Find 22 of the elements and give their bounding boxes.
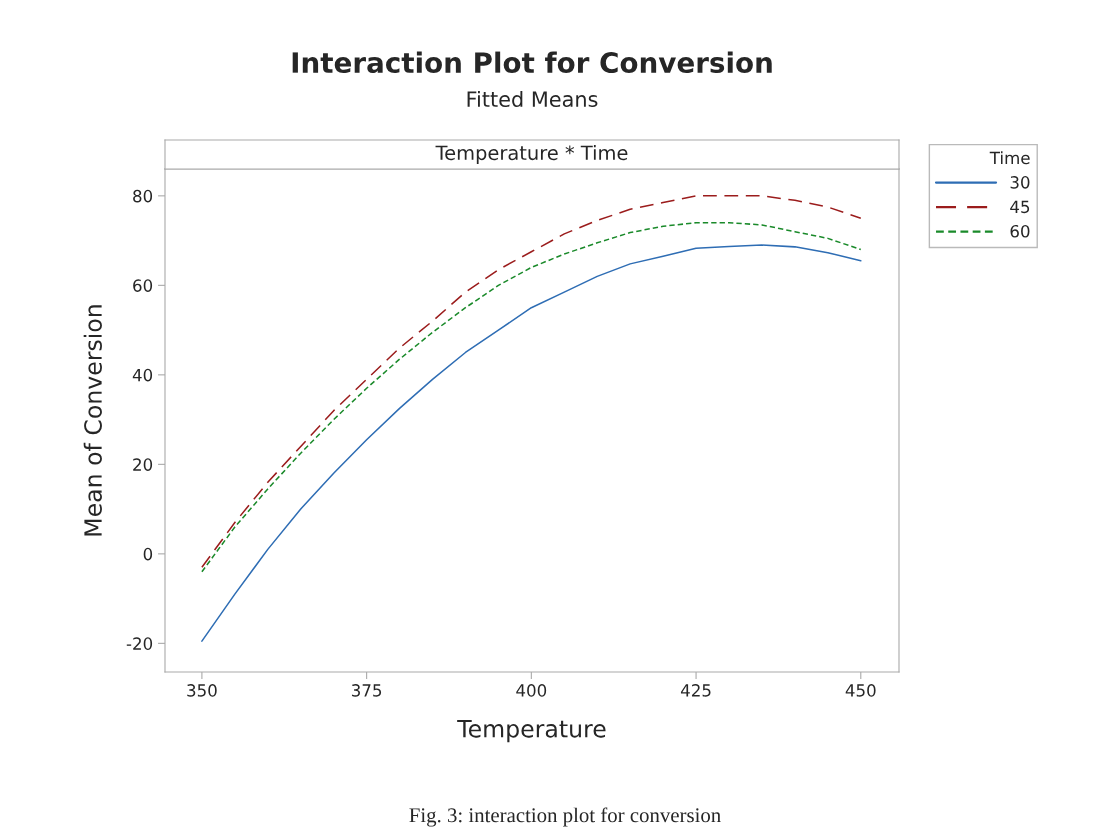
y-tick-label: 80 [133, 189, 153, 203]
y-tick-label: -20 [126, 637, 153, 650]
y-tick-label: 0 [143, 547, 153, 561]
y-axis-title: Mean of Conversion [83, 305, 102, 536]
x-tick-label: 425 [680, 684, 711, 697]
y-tick-label: 60 [133, 279, 153, 292]
x-tick-label: 400 [516, 684, 547, 697]
y-tick-label: 20 [133, 458, 153, 471]
y-tick-label: 40 [132, 368, 153, 382]
legend-label: 45 [1010, 200, 1030, 214]
x-tick-label: 450 [845, 684, 876, 697]
chart-title: Interaction Plot for Conversion [292, 51, 772, 74]
legend-label: 60 [1010, 224, 1030, 238]
legend-label: 30 [1010, 176, 1030, 189]
x-tick-label: 375 [351, 684, 382, 697]
legend-title: Time [989, 151, 1030, 165]
chart-subtitle: Fitted Means [467, 90, 598, 108]
x-axis-title: Temperature [457, 720, 606, 743]
line-series [201, 244, 862, 642]
x-tick-label: 350 [187, 684, 217, 697]
caption: Fig. 3: interaction plot for conversion [409, 807, 721, 827]
text: Temperature * Time [435, 145, 628, 164]
